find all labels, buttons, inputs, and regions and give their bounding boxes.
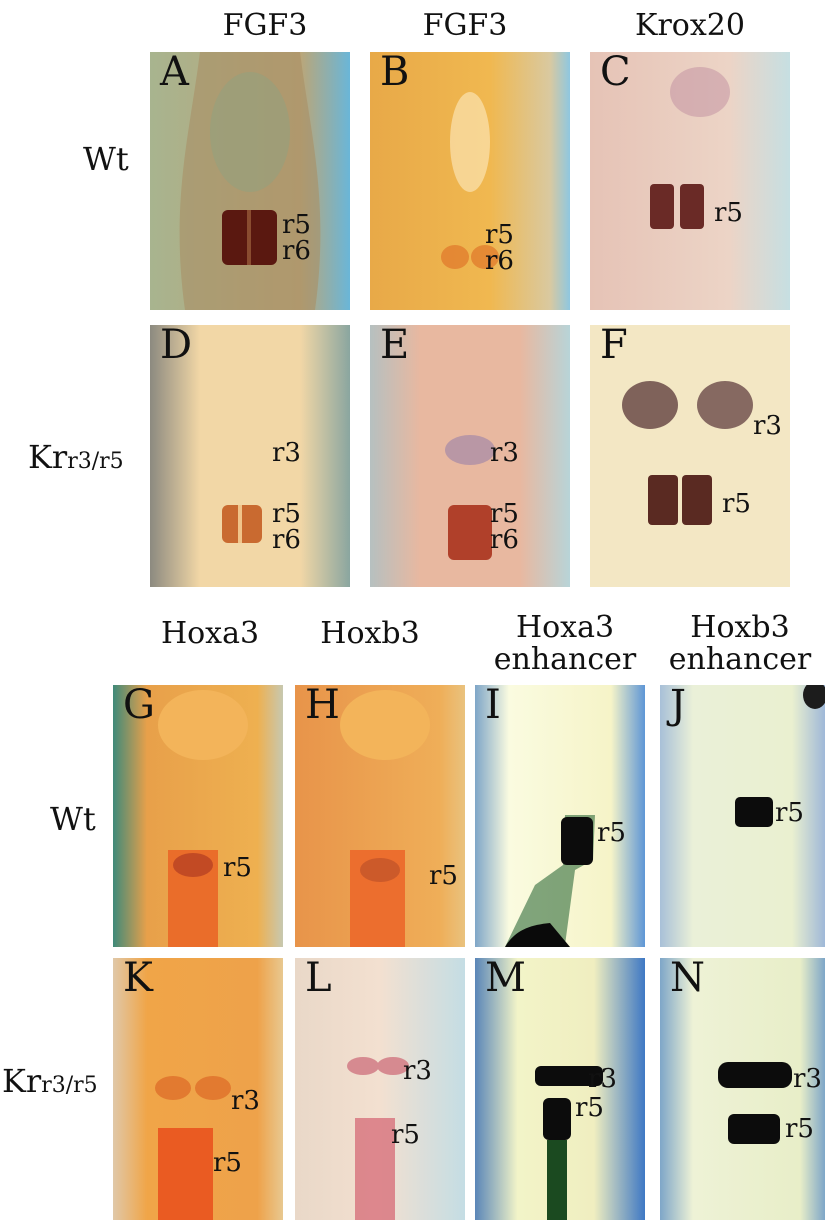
column-header-hoxb3: Hoxb3	[320, 616, 420, 651]
column-header-hoxb3-enhancer: Hoxb3 enhancer	[668, 610, 812, 677]
region-label: r6	[490, 525, 519, 555]
panel-i: I r5	[475, 685, 645, 947]
panel-m: M r3 r5	[475, 958, 645, 1220]
region-label: r5	[391, 1120, 420, 1150]
region-label: r5	[785, 1114, 814, 1144]
panel-letter: I	[485, 685, 501, 728]
panel-h: H r5	[295, 685, 465, 947]
column-header-hoxa3-enhancer: Hoxa3 enhancer	[493, 610, 637, 677]
region-label: r3	[272, 438, 301, 468]
panel-c: C r5	[590, 52, 790, 310]
region-label: r5	[213, 1148, 242, 1178]
panel-g: G r5	[113, 685, 283, 947]
panel-f: F r3 r5	[590, 325, 790, 587]
panel-letter: H	[305, 685, 340, 728]
panel-letter: E	[380, 325, 410, 368]
panel-letter: N	[670, 958, 705, 1001]
region-label: r3	[588, 1064, 617, 1094]
panel-letter: J	[670, 685, 687, 728]
panel-n: N r3 r5	[660, 958, 825, 1220]
column-header-krox20: Krox20	[635, 8, 745, 43]
region-label: r3	[403, 1056, 432, 1086]
panel-b: B r5 r6	[370, 52, 570, 310]
panel-d: D r3 r5 r6	[150, 325, 350, 587]
panel-letter: A	[160, 52, 189, 95]
panel-letter: M	[485, 958, 526, 1001]
region-label: r6	[282, 236, 311, 266]
region-label: r3	[490, 438, 519, 468]
column-header-fgf3-b: FGF3	[422, 8, 508, 43]
panel-letter: L	[305, 958, 332, 1001]
region-label: r5	[575, 1093, 604, 1123]
panel-letter: F	[600, 325, 628, 368]
region-label: r3	[753, 411, 782, 441]
row-label-wt-bottom: Wt	[50, 800, 96, 838]
row-label-wt-top: Wt	[83, 140, 129, 178]
region-label: r3	[231, 1086, 260, 1116]
region-label: r5	[775, 798, 804, 828]
region-label: r5	[597, 818, 626, 848]
panel-l: L r3 r5	[295, 958, 465, 1220]
region-label: r5	[272, 499, 301, 529]
panel-letter: K	[123, 958, 153, 1001]
region-label: r3	[793, 1064, 822, 1094]
region-label: r5	[223, 853, 252, 883]
column-header-fgf3-a: FGF3	[222, 8, 308, 43]
panel-j: J r5	[660, 685, 825, 947]
region-label: r5	[722, 489, 751, 519]
panel-letter: D	[160, 325, 193, 368]
panel-letter: B	[380, 52, 410, 95]
row-label-kr-bottom: Krr3/r5	[2, 1062, 98, 1100]
region-label: r5	[429, 861, 458, 891]
region-label: r5	[485, 220, 514, 250]
region-label: r6	[272, 525, 301, 555]
row-label-kr-top: Krr3/r5	[28, 438, 124, 476]
panel-a: A r5 r6	[150, 52, 350, 310]
panel-letter: C	[600, 52, 631, 95]
column-header-hoxa3: Hoxa3	[160, 616, 260, 651]
panel-e: E r3 r5 r6	[370, 325, 570, 587]
panel-letter: G	[123, 685, 155, 728]
panel-k: K r3 r5	[113, 958, 283, 1220]
region-label: r6	[485, 246, 514, 276]
region-label: r5	[490, 499, 519, 529]
region-label: r5	[282, 210, 311, 240]
region-label: r5	[714, 198, 743, 228]
